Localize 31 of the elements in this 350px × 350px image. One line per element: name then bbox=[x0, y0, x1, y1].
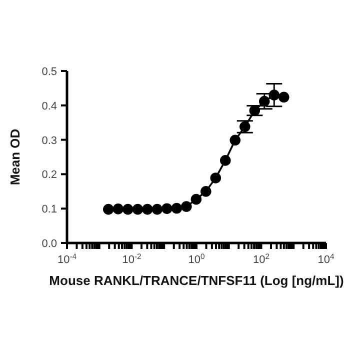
point bbox=[230, 134, 241, 146]
x-tick-label: 10$^{0}$ bbox=[188, 252, 205, 266]
x-tick-label: 10$^{-4}$ bbox=[57, 252, 78, 266]
point bbox=[103, 204, 114, 215]
point bbox=[278, 92, 290, 103]
y-tick-label: 0.1 bbox=[42, 204, 57, 216]
point bbox=[210, 172, 222, 184]
point bbox=[171, 202, 182, 214]
point bbox=[162, 203, 172, 214]
point bbox=[268, 90, 280, 100]
x-tick-label: 10$^{-2}$ bbox=[122, 252, 142, 266]
point bbox=[181, 201, 192, 212]
y-axis-title: Mean OD bbox=[8, 128, 23, 186]
point bbox=[200, 186, 212, 197]
x-tick-label: 10$^{4}$ bbox=[318, 252, 335, 266]
y-tick-label: 0.5 bbox=[42, 66, 57, 78]
point bbox=[190, 194, 202, 205]
y-tick-label: 0.4 bbox=[42, 100, 57, 112]
y-tick-label: 0.3 bbox=[42, 134, 57, 147]
point bbox=[239, 121, 250, 132]
x-tick-label: 10$^{2}$ bbox=[252, 252, 270, 266]
x-axis-title: Mouse RANKL/TRANCE/TNFSF11 (Log [ng/mL]) bbox=[49, 273, 344, 288]
point bbox=[249, 105, 260, 116]
point bbox=[142, 204, 153, 215]
point bbox=[152, 204, 163, 215]
point bbox=[220, 155, 231, 166]
point bbox=[122, 204, 134, 215]
y-tick-label: 0.2 bbox=[42, 169, 57, 182]
point bbox=[112, 204, 124, 214]
point bbox=[132, 204, 144, 215]
y-tick-label: 0.0 bbox=[42, 238, 57, 250]
